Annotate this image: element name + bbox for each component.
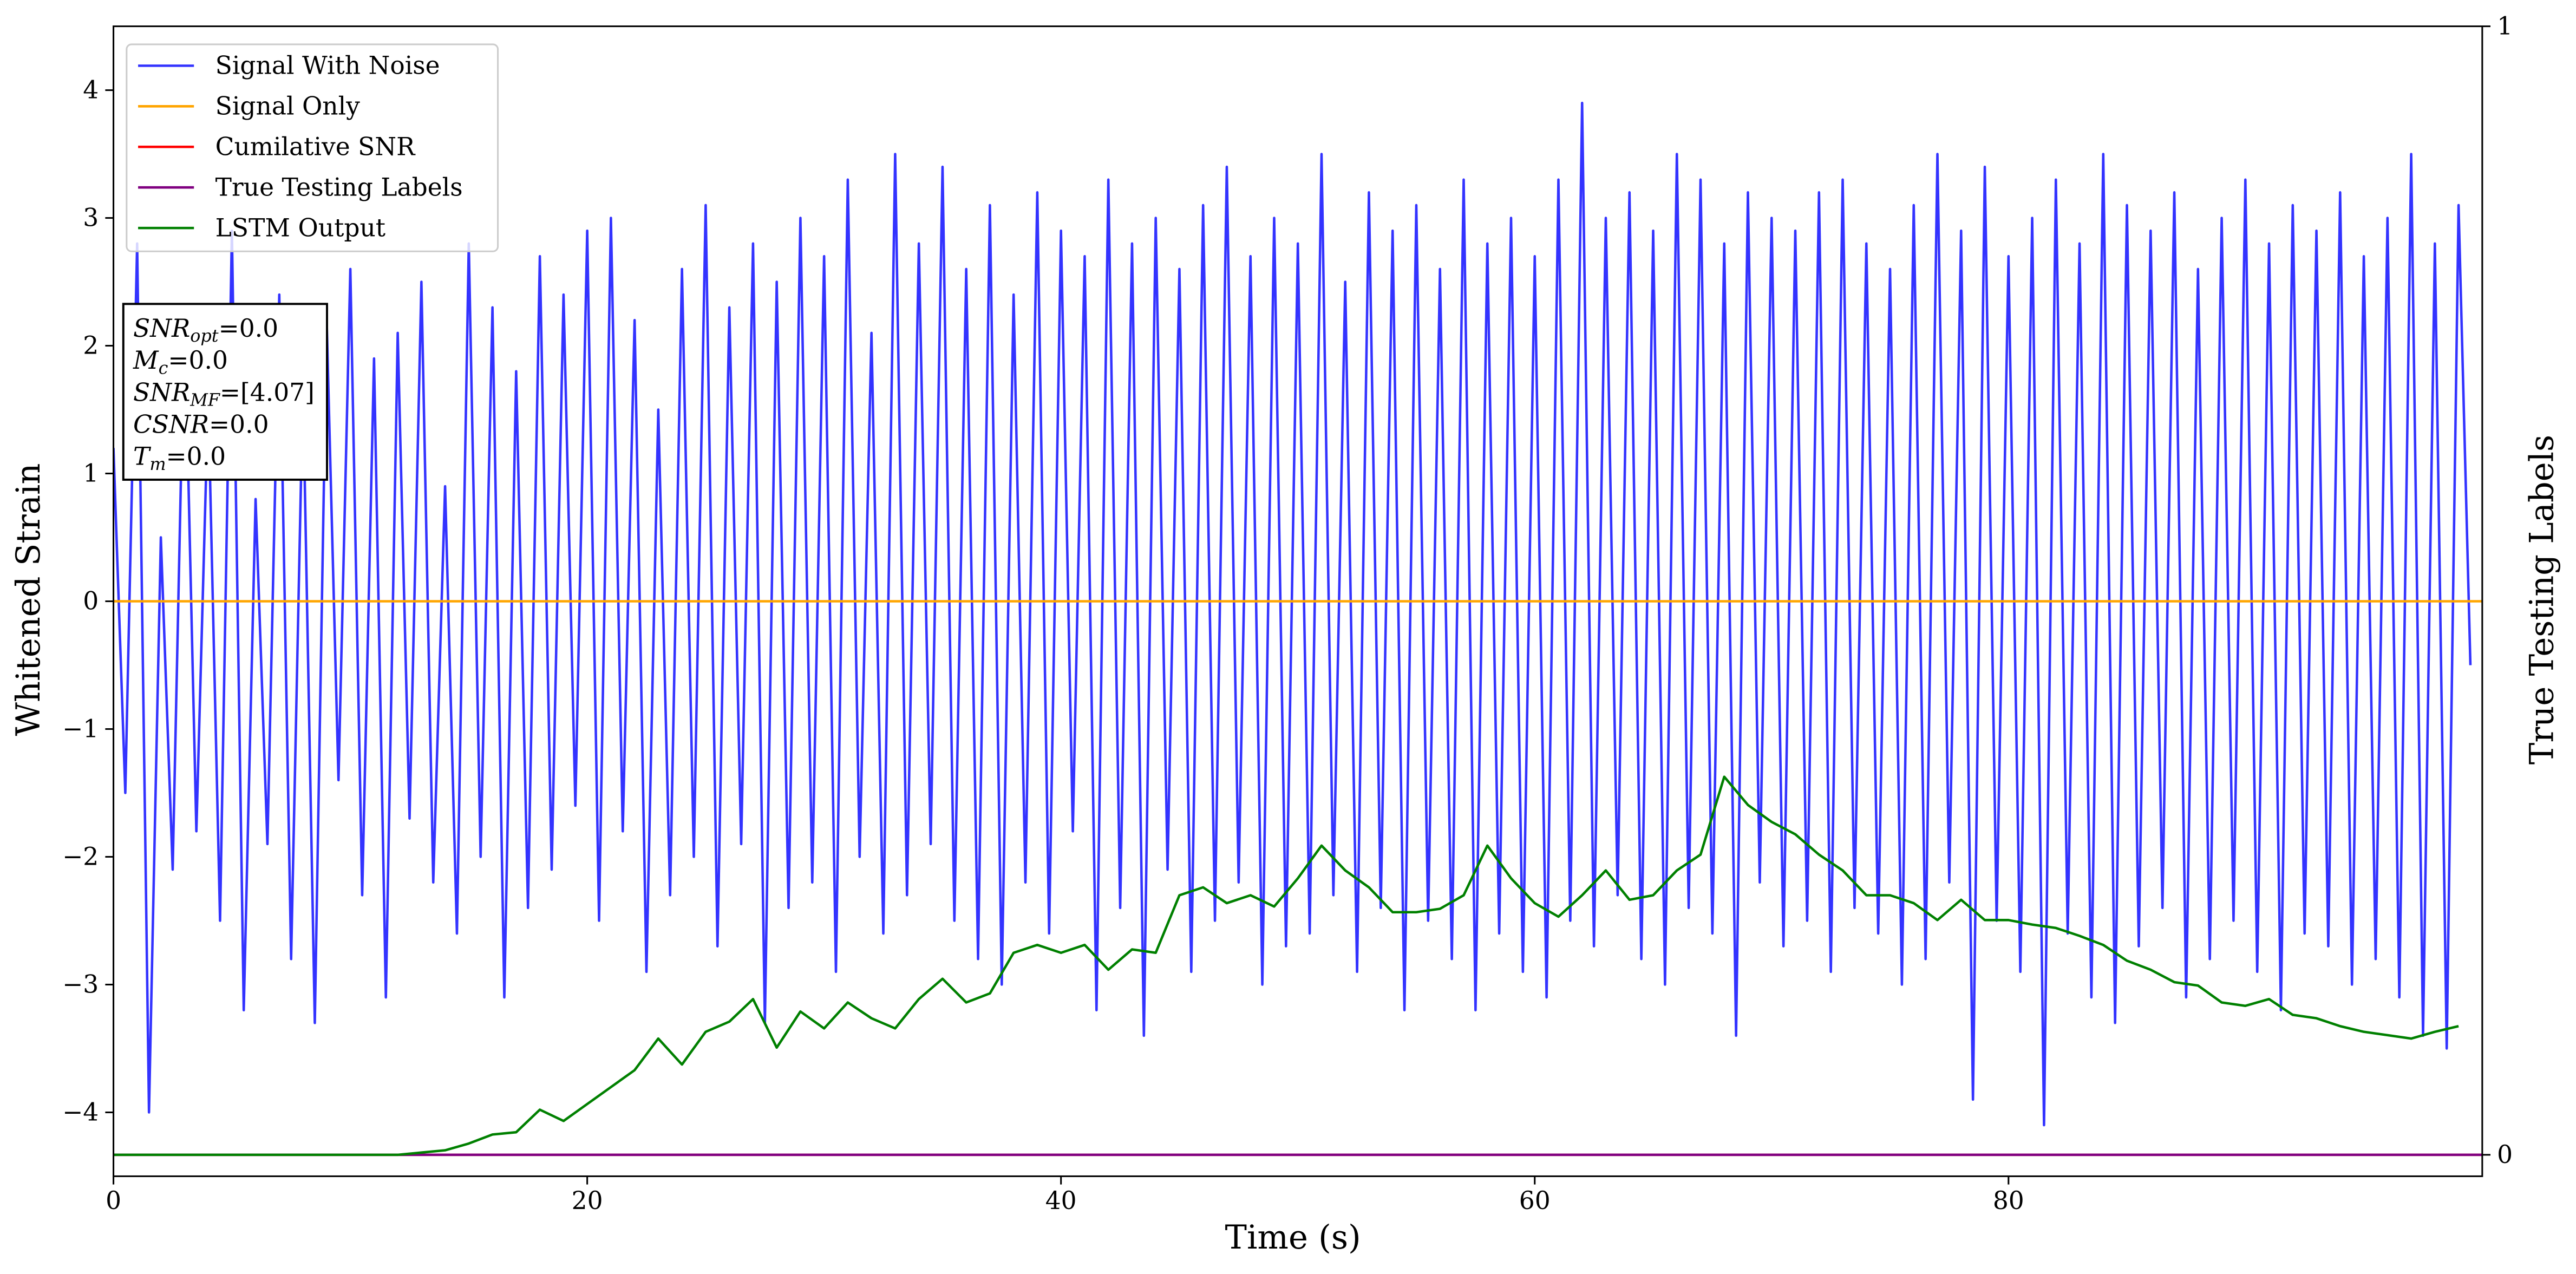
- y-tick-label: 0: [83, 587, 99, 616]
- series-line: [113, 101, 2472, 1127]
- y-tick-label: 3: [83, 204, 99, 232]
- legend-label: Signal Only: [215, 92, 360, 120]
- annotation-value: =0.0: [209, 410, 269, 439]
- y2-axis-label: True Testing Labels: [2523, 435, 2561, 765]
- annotation-base: T: [133, 442, 152, 471]
- annotation-value: =[4.07]: [220, 378, 315, 407]
- annotation-base: SNR: [133, 314, 190, 343]
- x-tick-label: 60: [1519, 1186, 1551, 1215]
- annotation-base: CSNR: [133, 410, 209, 439]
- y-tick-label: 1: [83, 459, 99, 488]
- x-tick-label: 40: [1045, 1186, 1077, 1215]
- y-tick-label: −4: [62, 1098, 99, 1127]
- annotation-sub: opt: [190, 325, 219, 346]
- annotation-sub: c: [159, 357, 168, 378]
- annotation-value: =0.0: [168, 346, 227, 375]
- annotation: SNRopt=0.0Mc=0.0SNRMF=[4.07]CSNR=0.0Tm=0…: [122, 303, 328, 481]
- y-axis-label: Whitened Strain: [10, 463, 48, 736]
- x-tick-label: 80: [1993, 1186, 2024, 1215]
- y2-tick-label: 1: [2497, 12, 2513, 41]
- legend: Signal With Noise Signal Only Cumilative S…: [126, 43, 499, 252]
- y-tick-label: −2: [62, 842, 99, 871]
- y-tick-label: −1: [62, 715, 99, 743]
- annotation-line: SNRopt=0.0: [133, 314, 278, 346]
- annotation-line: CSNR=0.0: [133, 410, 269, 439]
- annotation-box: [122, 303, 328, 481]
- legend-label: True Testing Labels: [215, 173, 463, 201]
- x-tick-label: 0: [106, 1186, 121, 1215]
- y-tick-label: 4: [83, 76, 99, 104]
- annotation-base: M: [133, 346, 159, 375]
- plot-area: [113, 101, 2482, 1157]
- legend-label: LSTM Output: [215, 213, 385, 242]
- y-tick-label: −3: [62, 970, 99, 999]
- annotation-line: SNRMF=[4.07]: [133, 378, 315, 410]
- x-tick-label: 20: [572, 1186, 603, 1215]
- annotation-line: Tm=0.0: [133, 442, 226, 474]
- annotation-line: Mc=0.0: [133, 346, 228, 378]
- annotation-value: =0.0: [166, 442, 226, 471]
- annotation-base: SNR: [133, 378, 190, 407]
- legend-box: [126, 43, 499, 252]
- annotation-sub: m: [149, 454, 166, 474]
- y2-tick-label: 0: [2497, 1140, 2513, 1169]
- x-axis-label: Time (s): [1225, 1219, 1361, 1257]
- annotation-sub: MF: [189, 389, 221, 410]
- annotation-value: =0.0: [219, 314, 278, 343]
- legend-label: Signal With Noise: [215, 51, 440, 80]
- series-line: [113, 775, 2459, 1157]
- y-tick-label: 2: [83, 331, 99, 360]
- legend-label: Cumilative SNR: [215, 132, 416, 161]
